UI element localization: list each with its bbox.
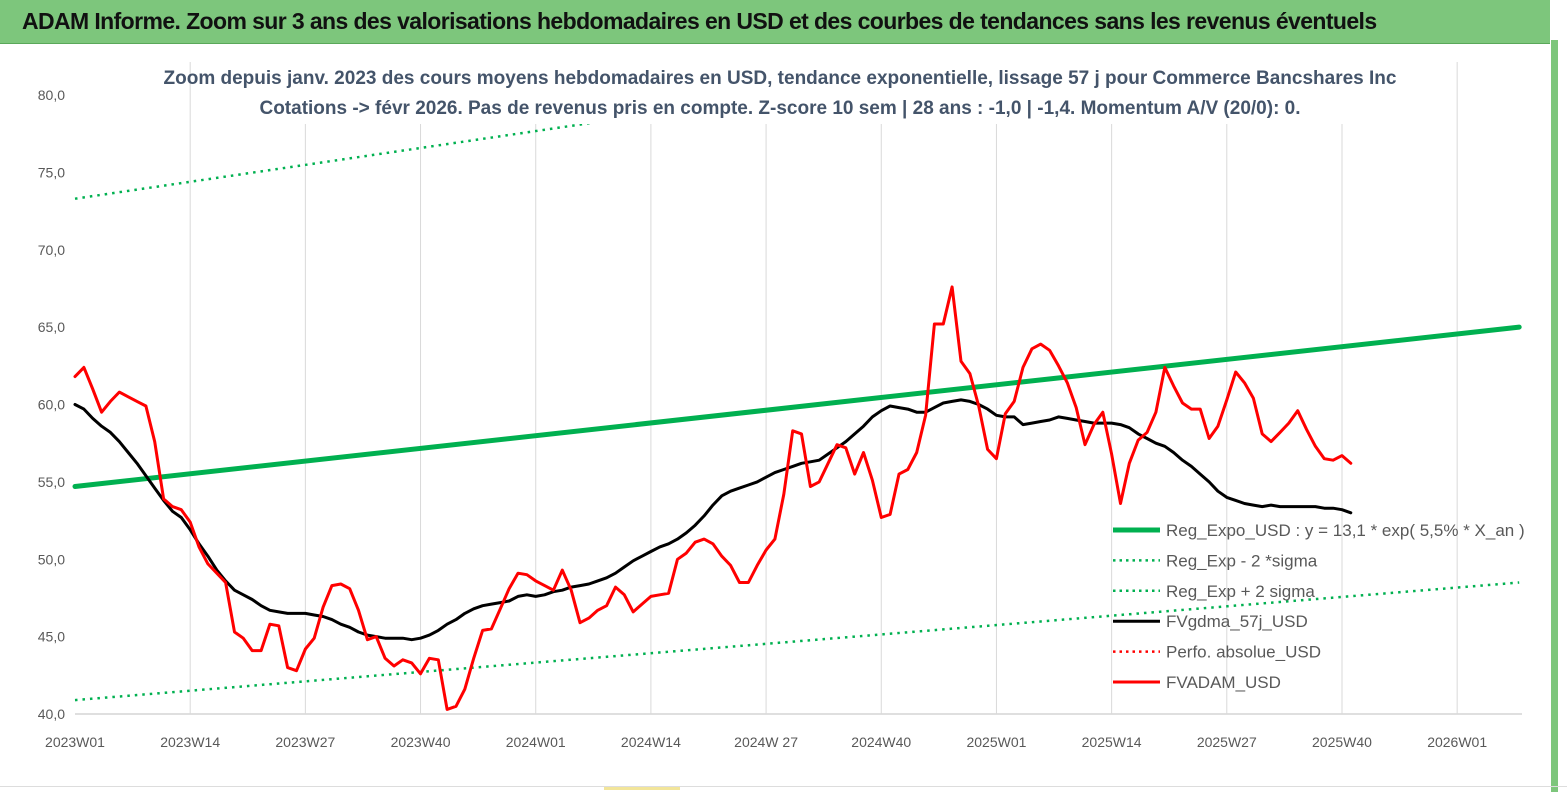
smoothed-line xyxy=(73,398,1353,642)
frame-accent xyxy=(604,787,680,790)
trend-line xyxy=(72,324,1522,489)
y-tick-label: 55,0 xyxy=(38,474,65,490)
chart-title: Zoom depuis janv. 2023 des cours moyens … xyxy=(164,68,1397,89)
x-tick-label: 2023W40 xyxy=(391,734,451,750)
frame-bottom xyxy=(0,786,1567,793)
legend-label: Perfo. absolue_USD xyxy=(1166,643,1321,662)
page-title: ADAM Informe. Zoom sur 3 ans des valoris… xyxy=(22,8,1377,34)
chart-subtitle: Cotations -> févr 2026. Pas de revenus p… xyxy=(259,98,1300,119)
y-tick-label: 50,0 xyxy=(38,551,65,567)
y-tick-label: 80,0 xyxy=(38,87,65,103)
legend-label: Reg_Exp + 2 sigma xyxy=(1166,582,1315,601)
x-tick-label: 2023W14 xyxy=(160,734,220,750)
header-bar: ADAM Informe. Zoom sur 3 ans des valoris… xyxy=(0,0,1550,44)
x-tick-label: 2025W01 xyxy=(966,734,1026,750)
price-line xyxy=(73,285,1353,711)
x-tick-label: 2023W01 xyxy=(45,734,105,750)
y-tick-label: 65,0 xyxy=(38,319,65,335)
legend-label: FVADAM_USD xyxy=(1166,673,1281,692)
x-tick-label: 2026W01 xyxy=(1427,734,1487,750)
series-lines xyxy=(72,95,1522,711)
x-tick-label: 2025W14 xyxy=(1082,734,1142,750)
x-tick-label: 2023W27 xyxy=(275,734,335,750)
y-tick-label: 40,0 xyxy=(38,706,65,722)
x-tick-label: 2025W40 xyxy=(1312,734,1372,750)
y-axis-tick-labels: 40,0 45,0 50,0 55,0 60,0 65,0 70,0 75,0 80,0 xyxy=(38,87,65,722)
subtitle-box xyxy=(214,62,1349,124)
x-tick-label: 2024W 27 xyxy=(734,734,798,750)
y-tick-label: 70,0 xyxy=(38,242,65,258)
legend-label: FVgdma_57j_USD xyxy=(1166,612,1308,631)
x-axis-tick-labels: 2023W01 2023W14 2023W27 2023W40 2024W01 2024W… xyxy=(45,734,1487,750)
legend-label: Reg_Exp - 2 *sigma xyxy=(1166,551,1318,570)
lower-band-line xyxy=(74,581,1520,702)
y-tick-label: 75,0 xyxy=(38,164,65,180)
x-tick-label: 2024W40 xyxy=(851,734,911,750)
frame-edge xyxy=(1551,40,1558,792)
y-tick-label: 60,0 xyxy=(38,397,65,413)
x-tick-label: 2025W27 xyxy=(1197,734,1257,750)
x-tick-label: 2024W14 xyxy=(621,734,681,750)
y-tick-label: 45,0 xyxy=(38,629,65,645)
legend: Reg_Expo_USD : y = 13,1 * exp( 5,5% * X_… xyxy=(1113,521,1525,692)
x-tick-label: 2024W01 xyxy=(506,734,566,750)
legend-label: Reg_Expo_USD : y = 13,1 * exp( 5,5% * X_… xyxy=(1166,521,1525,540)
